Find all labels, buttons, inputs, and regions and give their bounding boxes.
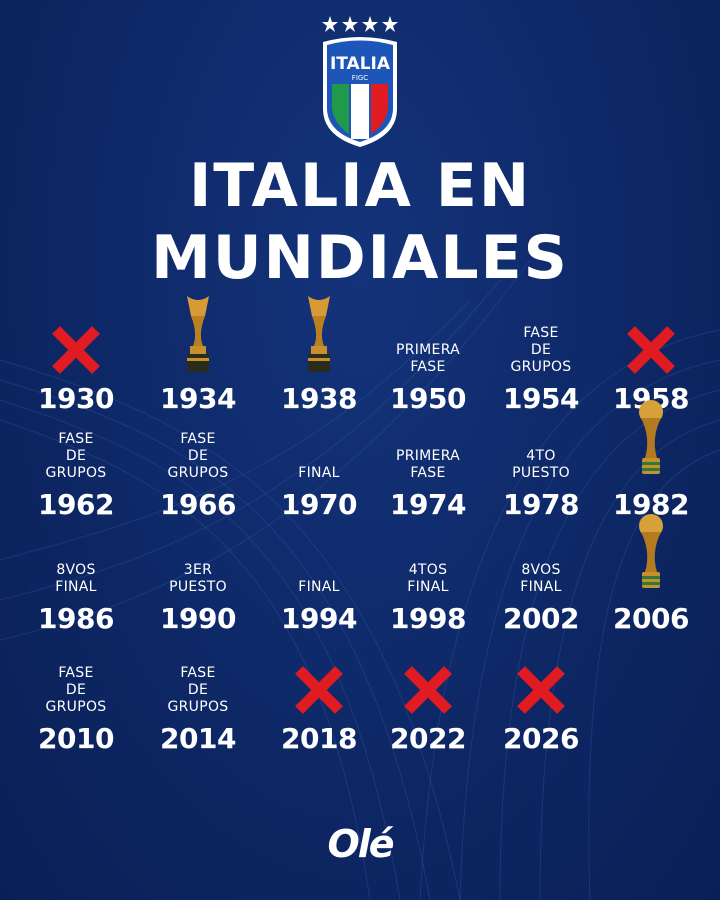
edition-result: PRIMERA FASE — [395, 342, 461, 375]
edition-result: FASE DE GRUPOS — [167, 665, 229, 715]
edition-year: 1970 — [281, 488, 357, 521]
figc-crest-logo: ITALIA FIGC — [322, 16, 398, 147]
edition-1986: 8VOS FINAL 1986 — [11, 518, 141, 634]
edition-result: FASE DE GRUPOS — [45, 431, 107, 481]
edition-result: FINAL — [298, 465, 340, 481]
edition-year: 1986 — [38, 602, 114, 635]
edition-result: FASE DE GRUPOS — [167, 431, 229, 481]
edition-result: 3ER PUESTO — [169, 562, 227, 595]
edition-result: 8VOS FINAL — [55, 562, 97, 595]
edition-1998: 4TOS FINAL 1998 — [363, 518, 493, 634]
jules-rimet-trophy-icon — [302, 294, 336, 378]
edition-year: 1950 — [390, 382, 466, 415]
edition-year: 1966 — [160, 488, 236, 521]
jules-rimet-trophy-icon — [181, 294, 215, 378]
edition-year: 2022 — [390, 722, 466, 755]
ole-logo: Olé — [327, 822, 394, 866]
edition-result: FINAL — [298, 579, 340, 595]
edition-year: 1998 — [390, 602, 466, 635]
cross-icon — [515, 666, 567, 718]
edition-1950: PRIMERA FASE 1950 — [363, 298, 493, 414]
edition-1978: 4TO PUESTO 1978 — [476, 404, 606, 520]
edition-year: 1978 — [503, 488, 579, 521]
edition-1930: 1930 — [11, 298, 141, 414]
edition-result: FASE DE GRUPOS — [510, 325, 572, 375]
edition-year: 2006 — [613, 602, 689, 635]
edition-year: 2026 — [503, 722, 579, 755]
edition-result: 4TO PUESTO — [512, 448, 570, 481]
edition-2026: 2026 — [476, 638, 606, 754]
crest-text: ITALIA — [330, 54, 391, 74]
world-cup-trophy-icon — [636, 398, 666, 484]
edition-result: FASE DE GRUPOS — [45, 665, 107, 715]
page-title-line2: MUNDIALES — [151, 223, 569, 293]
edition-1934: 1934 — [133, 296, 263, 415]
edition-year: 1938 — [281, 382, 357, 415]
edition-2014: FASE DE GRUPOS 2014 — [133, 638, 263, 754]
edition-year: 1962 — [38, 488, 114, 521]
edition-year: 1930 — [38, 382, 114, 415]
edition-2006: 2006 — [586, 514, 716, 635]
edition-year: 1934 — [160, 382, 236, 415]
edition-year: 2014 — [160, 722, 236, 755]
edition-1982: 1982 — [586, 400, 716, 520]
edition-2002: 8VOS FINAL 2002 — [476, 518, 606, 634]
svg-text:FIGC: FIGC — [352, 74, 369, 82]
edition-result: PRIMERA FASE — [395, 448, 461, 481]
edition-2022: 2022 — [363, 638, 493, 754]
edition-1958: 1958 — [586, 298, 716, 414]
edition-1974: PRIMERA FASE 1974 — [363, 404, 493, 520]
edition-1962: FASE DE GRUPOS 1962 — [11, 404, 141, 520]
edition-year: 2018 — [281, 722, 357, 755]
edition-1970: FINAL 1970 — [254, 404, 384, 520]
edition-result: 8VOS FINAL — [520, 562, 562, 595]
cross-icon — [625, 326, 677, 378]
edition-year: 2010 — [38, 722, 114, 755]
page-title-line1: ITALIA EN — [188, 151, 532, 221]
edition-result: 4TOS FINAL — [407, 562, 449, 595]
edition-1990: 3ER PUESTO 1990 — [133, 518, 263, 634]
world-cup-trophy-icon — [636, 512, 666, 598]
edition-year: 2002 — [503, 602, 579, 635]
edition-2018: 2018 — [254, 638, 384, 754]
edition-year: 1974 — [390, 488, 466, 521]
cross-icon — [402, 666, 454, 718]
cross-icon — [293, 666, 345, 718]
edition-year: 1954 — [503, 382, 579, 415]
edition-2010: FASE DE GRUPOS 2010 — [11, 638, 141, 754]
edition-1966: FASE DE GRUPOS 1966 — [133, 404, 263, 520]
edition-1954: FASE DE GRUPOS 1954 — [476, 298, 606, 414]
edition-1938: 1938 — [254, 296, 384, 415]
edition-year: 1994 — [281, 602, 357, 635]
cross-icon — [50, 326, 102, 378]
edition-year: 1990 — [160, 602, 236, 635]
edition-1994: FINAL 1994 — [254, 518, 384, 634]
